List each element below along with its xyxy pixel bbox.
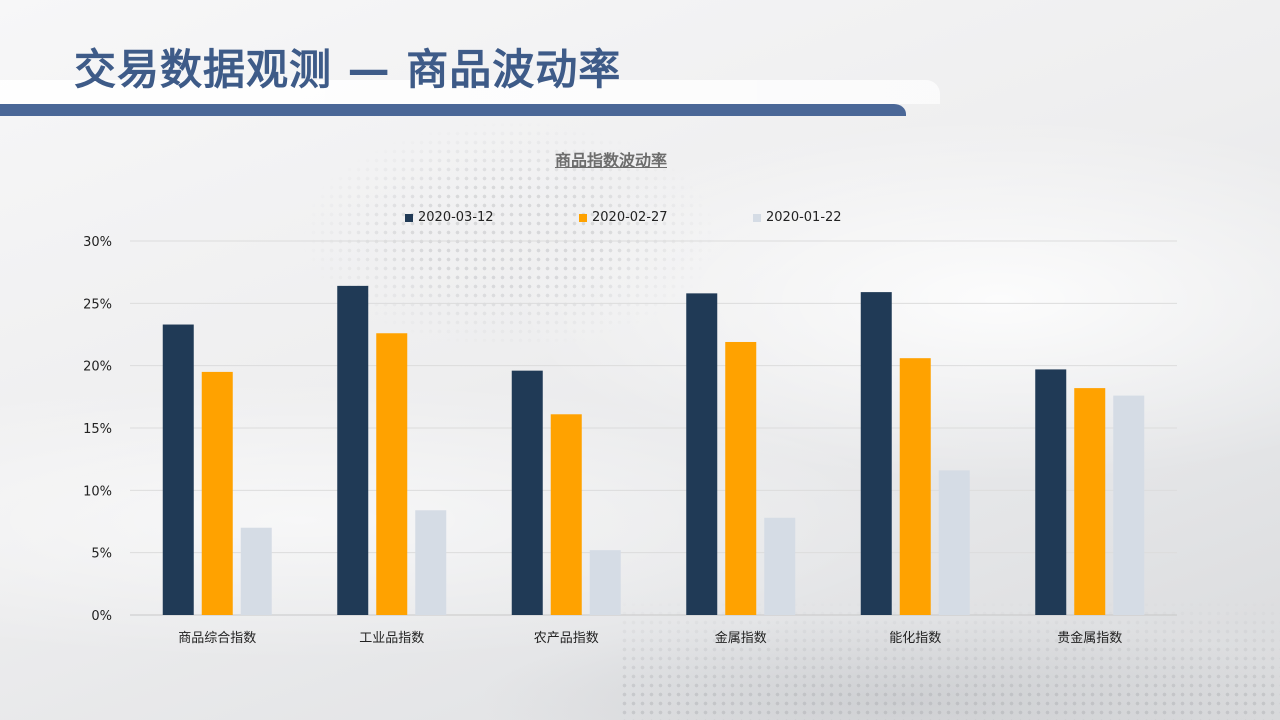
y-tick-label: 5% [91, 547, 112, 562]
y-tick-label: 25% [83, 297, 112, 312]
y-tick-label: 15% [83, 422, 112, 437]
chart-title: 商品指数波动率 [554, 151, 667, 170]
x-tick-label: 贵金属指数 [1057, 630, 1122, 646]
bar-2-series-2 [589, 550, 621, 615]
page-title: 交易数据观测 — 商品波动率 [74, 45, 622, 94]
bar-1-series-0 [337, 285, 369, 615]
legend-item-series-0: 2020-03-12 [405, 210, 494, 225]
y-tick-label: 0% [91, 609, 112, 624]
bar-5-series-1 [1074, 388, 1106, 615]
bar-0-series-2 [240, 527, 272, 615]
legend-swatch-series-0 [405, 213, 413, 222]
x-tick-label: 工业品指数 [359, 631, 424, 646]
bar-1-series-1 [376, 333, 408, 615]
y-tick-label: 20% [83, 360, 112, 375]
world-map-dots [300, 120, 720, 350]
y-tick-label: 30% [83, 235, 112, 250]
bar-0-series-1 [201, 371, 233, 615]
legend-swatch-series-1 [579, 213, 587, 222]
x-tick-label: 能化指数 [889, 631, 941, 646]
legend-item-series-1: 2020-02-27 [579, 210, 668, 225]
bar-2-series-1 [550, 414, 582, 615]
floor-dots [620, 600, 1280, 720]
x-tick-label: 农产品指数 [534, 631, 599, 646]
legend-label-series-0: 2020-03-12 [418, 210, 494, 225]
bar-5-series-2 [1113, 395, 1145, 615]
legend-label-series-2: 2020-01-22 [766, 210, 842, 225]
bar-4-series-1 [899, 358, 931, 615]
bar-3-series-1 [725, 341, 757, 615]
x-tick-label: 金属指数 [715, 630, 767, 646]
x-tick-label: 商品综合指数 [178, 631, 256, 646]
legend-swatch-series-2 [753, 213, 761, 222]
bar-4-series-2 [938, 470, 970, 615]
bar-0-series-0 [162, 324, 194, 615]
bar-1-series-2 [415, 510, 447, 615]
bar-3-series-2 [764, 517, 796, 615]
bar-2-series-0 [511, 370, 543, 615]
bar-4-series-0 [860, 292, 892, 615]
legend-item-series-2: 2020-01-22 [753, 210, 842, 225]
title-underline-bar [0, 104, 906, 116]
bar-3-series-0 [686, 293, 718, 615]
y-tick-label: 10% [83, 484, 112, 499]
bar-5-series-0 [1035, 369, 1067, 615]
legend-label-series-1: 2020-02-27 [592, 210, 668, 225]
title-band [0, 80, 940, 104]
